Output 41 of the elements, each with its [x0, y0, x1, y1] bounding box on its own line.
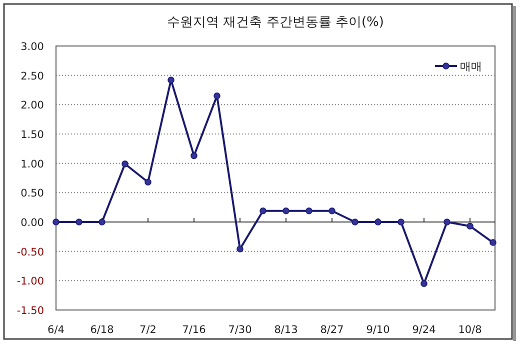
y-tick-label: 1.00: [20, 158, 44, 170]
y-tick-label: 2.50: [20, 70, 44, 82]
point: [444, 218, 450, 226]
y-tick-label: 2.00: [20, 100, 44, 112]
x-tick-label: 10/8: [458, 324, 482, 336]
x-tick-label: 8/27: [320, 324, 344, 336]
x-tick-label: 9/10: [366, 324, 390, 336]
point: [168, 76, 174, 84]
point: [306, 207, 312, 214]
x-tick-label: 9/24: [412, 324, 436, 336]
y-tick-label: 3.00: [20, 41, 44, 53]
point: [466, 222, 474, 230]
x-tick-label: 8/13: [274, 324, 298, 336]
x-tick-label: 6/4: [48, 324, 65, 336]
x-tick-label: 7/30: [228, 324, 252, 336]
x-tick-label: 6/18: [90, 324, 114, 336]
y-tick-label: 0.00: [20, 217, 44, 229]
point: [282, 207, 290, 214]
y-tick-label: -0.50: [16, 246, 44, 258]
y-tick-label: 0.50: [20, 188, 44, 200]
chart-title: 수원지역 재건축 주간변동률 추이(%): [167, 15, 384, 30]
point: [144, 178, 152, 186]
y-tick-label: -1.00: [16, 276, 44, 288]
point: [98, 218, 106, 226]
x-tick-label: 7/2: [140, 324, 156, 336]
legend-label: 매매: [460, 60, 482, 73]
y-tick-label: 1.50: [20, 129, 44, 141]
point: [214, 92, 220, 100]
point: [236, 246, 244, 252]
point: [260, 207, 266, 214]
point: [398, 218, 404, 226]
point: [352, 218, 358, 226]
point: [122, 160, 128, 168]
point: [374, 218, 382, 226]
point: [490, 239, 496, 246]
point: [420, 280, 428, 287]
point: [328, 207, 336, 214]
point: [190, 152, 198, 160]
y-tick-label: -1.50: [16, 305, 44, 317]
x-tick-label: 7/16: [182, 324, 206, 336]
point: [76, 218, 82, 226]
